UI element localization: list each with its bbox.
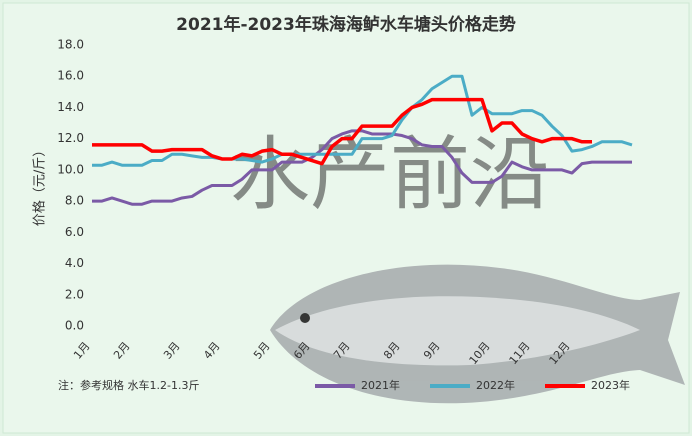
y-tick-label: 0.0 (65, 319, 84, 333)
fish (270, 264, 685, 404)
y-tick-label: 2.0 (65, 287, 84, 301)
y-tick-label: 12.0 (57, 131, 84, 145)
y-tick-label: 4.0 (65, 256, 84, 270)
legend-label: 2022年 (476, 378, 515, 392)
footnote: 注：参考规格 水车1.2-1.3斤 (58, 378, 199, 392)
legend-label: 2023年 (591, 378, 630, 392)
y-tick-label: 18.0 (57, 38, 84, 52)
y-tick-label: 8.0 (65, 194, 84, 208)
watermark: 水产前沿 (230, 128, 550, 221)
chart-title: 2021年-2023年珠海海鲈水车塘头价格走势 (176, 14, 516, 35)
series-line (92, 129, 632, 206)
y-tick-label: 14.0 (57, 100, 84, 114)
y-axis-label: 价格（元/斤） (32, 144, 48, 226)
legend-label: 2021年 (361, 378, 400, 392)
y-tick-label: 10.0 (57, 162, 84, 176)
y-tick-label: 6.0 (65, 225, 84, 239)
y-tick-label: 16.0 (57, 69, 84, 83)
series-line (92, 74, 633, 167)
series-line (92, 97, 592, 166)
